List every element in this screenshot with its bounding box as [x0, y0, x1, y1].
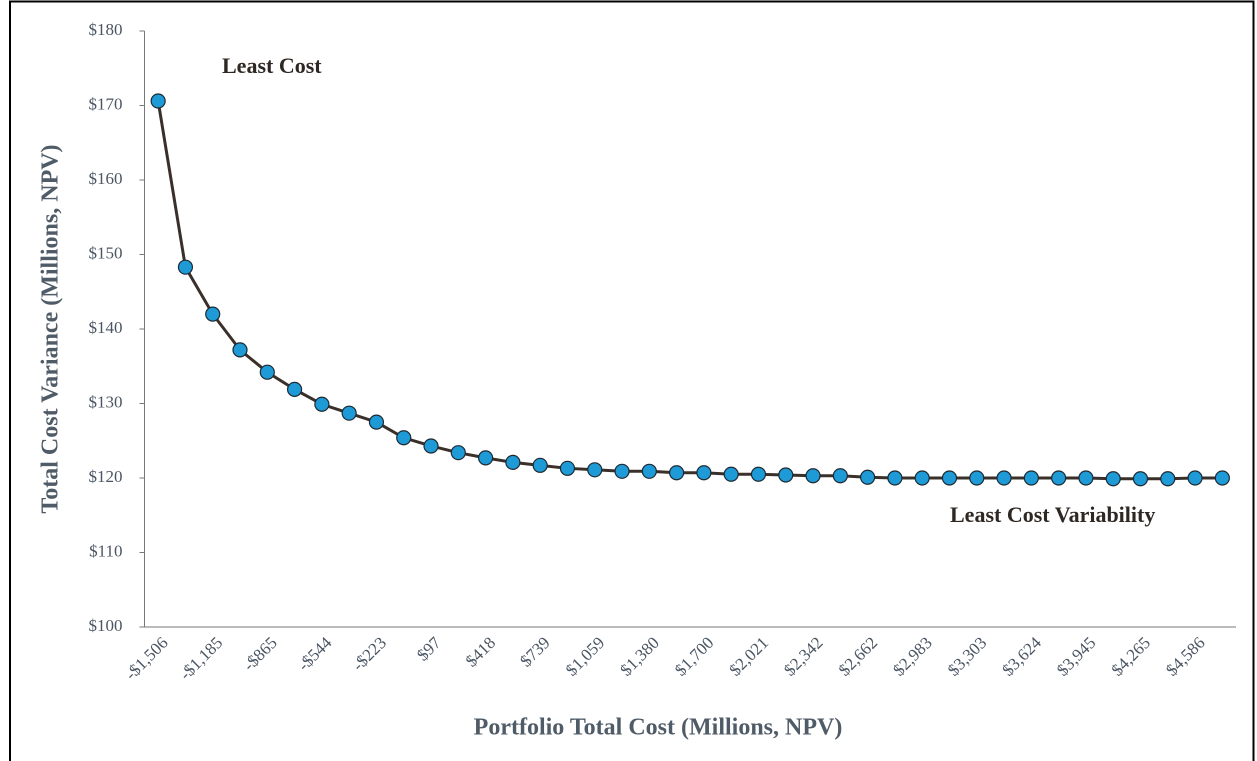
- x-tick-label: $3,303: [944, 633, 990, 679]
- x-tick-label: $739: [516, 633, 553, 670]
- data-point: [314, 396, 330, 412]
- data-point: [969, 470, 985, 486]
- data-point: [614, 463, 630, 479]
- series-line: [156, 100, 1223, 481]
- y-tick-label: $170: [89, 94, 123, 113]
- data-point: [205, 306, 221, 322]
- x-tick-label: $418: [462, 633, 499, 670]
- x-tick-label: -$223: [349, 633, 390, 674]
- chart-frame: [9, 0, 1255, 761]
- y-axis-title: Total Cost Variance (Millions, NPV): [38, 144, 64, 513]
- data-point: [177, 259, 194, 275]
- y-tick-label: $180: [89, 20, 123, 39]
- data-point: [778, 467, 794, 483]
- data-point: [723, 466, 739, 482]
- data-point: [914, 470, 930, 486]
- data-point: [368, 414, 385, 430]
- x-axis-title: Portfolio Total Cost (Millions, NPV): [474, 715, 843, 741]
- data-point: [1214, 470, 1230, 486]
- data-point: [996, 470, 1012, 486]
- x-tick-label: $1,380: [616, 633, 662, 679]
- x-tick-label: $2,342: [780, 633, 826, 679]
- data-point: [1160, 471, 1176, 487]
- data-point: [750, 466, 767, 482]
- data-point: [860, 469, 876, 485]
- x-tick-label: -$1,185: [176, 633, 227, 684]
- data-point: [1051, 470, 1067, 486]
- x-tick-label: $97: [413, 633, 445, 665]
- x-tick-label: -$544: [294, 633, 336, 675]
- data-point: [1105, 471, 1121, 487]
- data-point: [1023, 470, 1039, 486]
- data-point: [341, 405, 357, 421]
- data-point: [396, 430, 412, 446]
- x-tick-label: -$865: [239, 633, 280, 674]
- data-point: [1078, 470, 1094, 486]
- data-point: [286, 381, 303, 397]
- data-point: [587, 462, 603, 478]
- annotation: Least Cost Variability: [950, 502, 1155, 527]
- x-tick-label: $2,021: [726, 633, 772, 679]
- x-tick-label: $2,662: [835, 633, 881, 679]
- data-point: [450, 445, 466, 461]
- data-point: [805, 468, 821, 484]
- data-point: [1187, 470, 1203, 486]
- x-tick-label: $3,945: [1053, 633, 1099, 679]
- x-tick-label: $3,624: [998, 633, 1045, 680]
- data-point: [423, 438, 439, 454]
- y-tick-label: $100: [89, 616, 123, 635]
- data-point: [559, 460, 576, 476]
- x-tick-label: $1,700: [671, 633, 717, 679]
- x-tick-label: $1,059: [562, 633, 608, 679]
- y-tick-label: $160: [89, 169, 123, 188]
- data-point: [696, 465, 712, 481]
- data-point: [477, 450, 494, 466]
- y-tick-label: $150: [89, 243, 123, 262]
- data-point: [1132, 471, 1149, 487]
- data-point: [832, 468, 848, 484]
- x-tick-label: -$1,506: [121, 633, 172, 684]
- x-tick-label: $4,265: [1108, 633, 1154, 679]
- x-tick-label: $2,983: [889, 633, 935, 679]
- annotation: Least Cost: [222, 53, 322, 78]
- data-point: [669, 465, 685, 481]
- data-point: [532, 457, 548, 473]
- data-point: [941, 470, 958, 486]
- data-point: [259, 364, 275, 380]
- y-tick-label: $140: [89, 318, 123, 337]
- y-tick-label: $130: [89, 392, 123, 411]
- y-tick-label: $110: [89, 541, 122, 560]
- data-point: [232, 342, 248, 358]
- data-point: [641, 463, 657, 479]
- data-point: [505, 454, 521, 470]
- y-tick-label: $120: [89, 467, 123, 486]
- x-tick-label: $4,586: [1162, 633, 1208, 679]
- data-point: [887, 470, 903, 486]
- data-point: [150, 93, 166, 109]
